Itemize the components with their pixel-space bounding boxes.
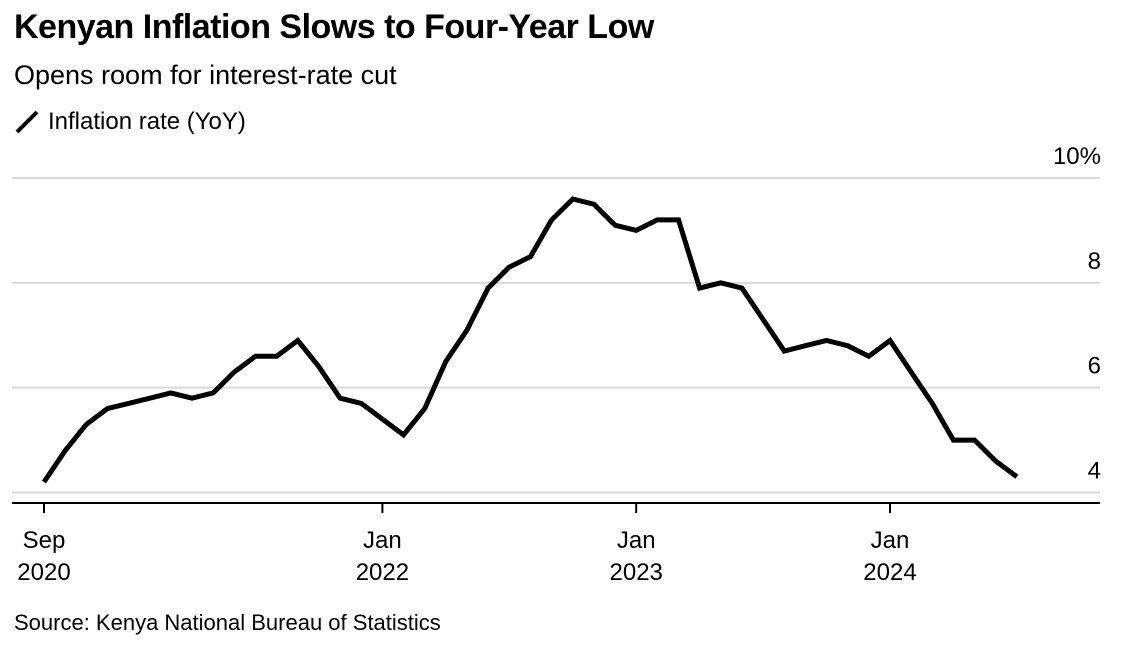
x-tick-label: 2024 xyxy=(863,559,916,586)
x-tick-label: Jan xyxy=(363,527,402,554)
x-tick-label: 2023 xyxy=(610,559,663,586)
series-line-inflation-rate xyxy=(41,196,1019,484)
legend-line-icon xyxy=(15,110,39,134)
x-tick-label: Jan xyxy=(617,527,656,554)
x-tick-label: Jan xyxy=(871,527,910,554)
chart-subtitle: Opens room for interest-rate cut xyxy=(14,60,397,90)
chart-title: Kenyan Inflation Slows to Four-Year Low xyxy=(14,8,654,46)
x-tick-label: 2020 xyxy=(17,559,70,586)
y-tick-label: 8 xyxy=(1088,248,1101,275)
x-tick-label: 2022 xyxy=(356,559,409,586)
legend-label: Inflation rate (YoY) xyxy=(48,108,246,135)
y-tick-label: 4 xyxy=(1088,458,1101,485)
x-tick-label: Sep xyxy=(23,527,66,554)
y-tick-label: 10% xyxy=(1053,143,1101,170)
legend: Inflation rate (YoY) xyxy=(14,108,246,136)
source-note: Source: Kenya National Bureau of Statist… xyxy=(14,610,441,635)
y-tick-label: 6 xyxy=(1088,353,1101,380)
